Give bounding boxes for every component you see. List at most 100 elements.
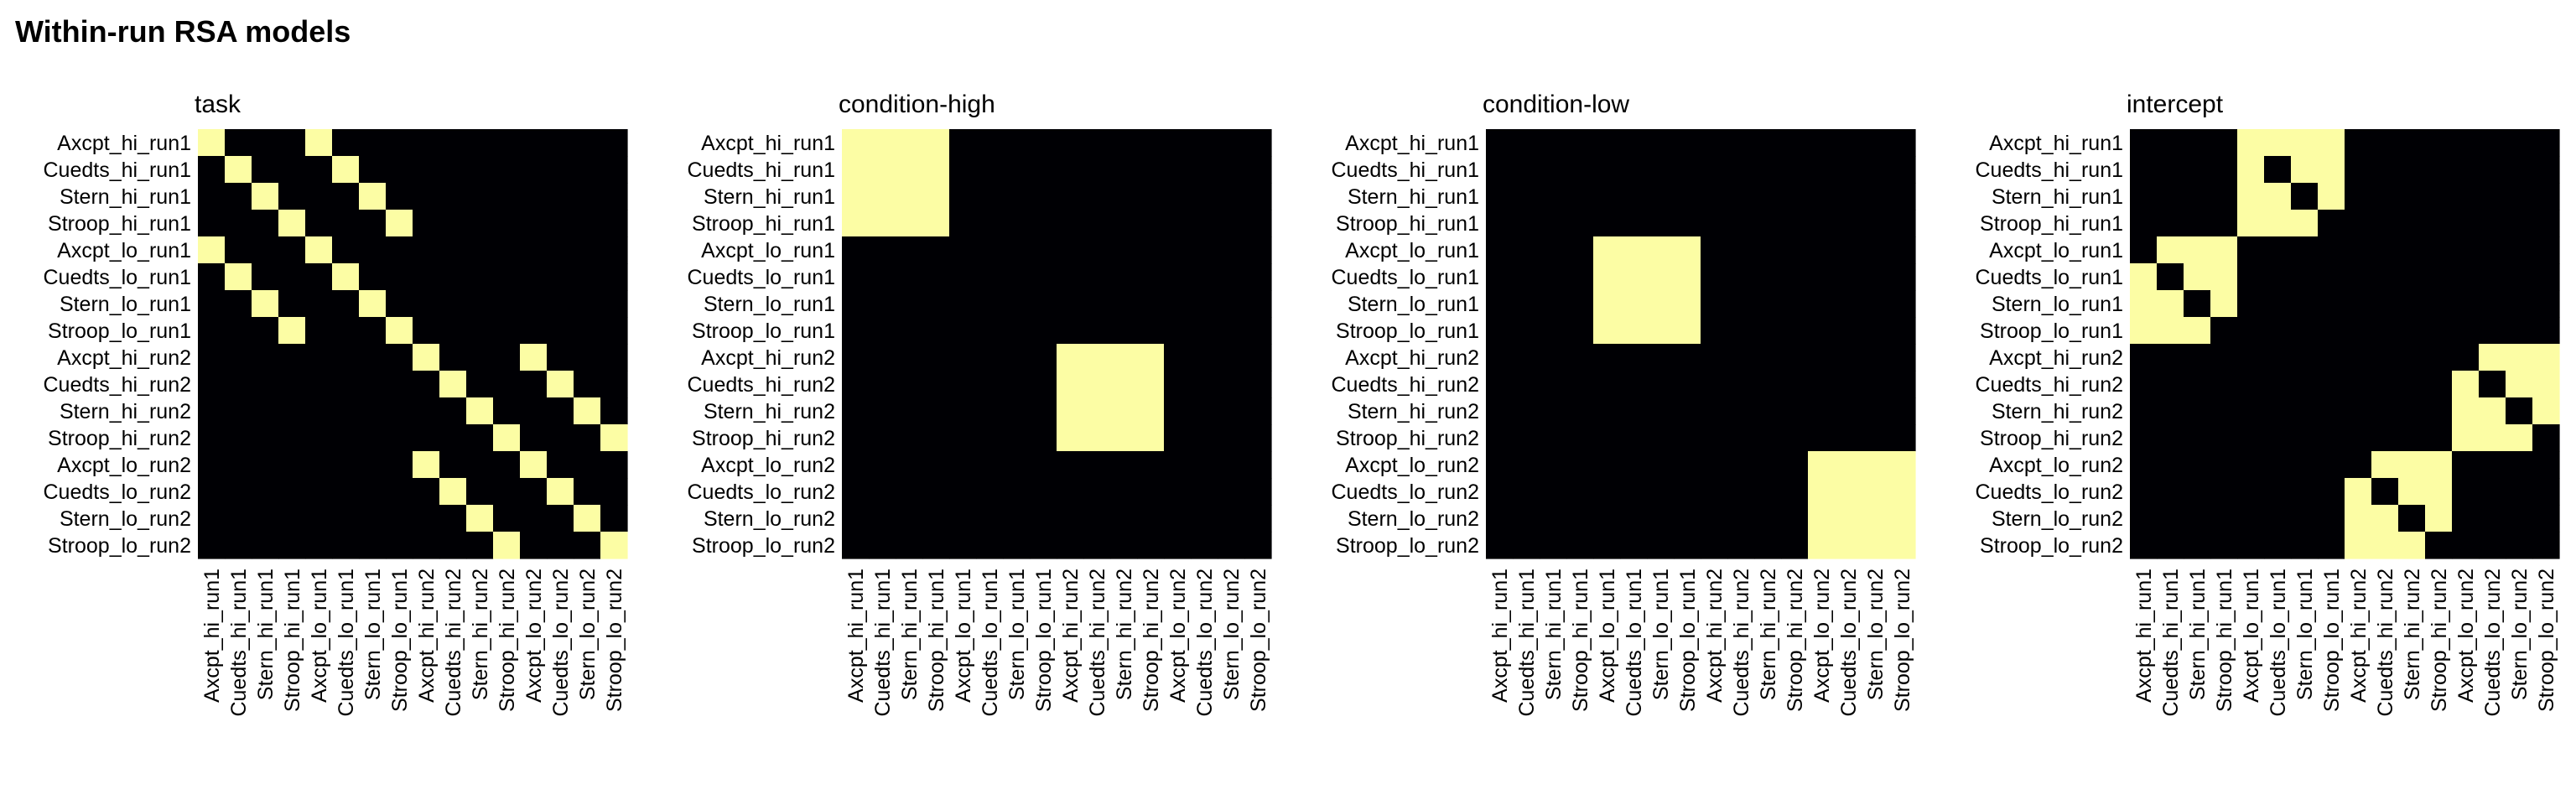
- heatmap-cell: [2452, 505, 2480, 532]
- heatmap-cell: [1754, 317, 1782, 345]
- x-tick-label: Axcpt_hi_run2: [2347, 569, 2371, 703]
- heatmap-cell: [332, 290, 360, 318]
- heatmap-cell: [2452, 451, 2480, 479]
- heatmap-cell: [520, 478, 548, 506]
- heatmap-cell: [278, 236, 306, 264]
- heatmap-cell: [1137, 156, 1165, 184]
- heatmap-cell: [1862, 451, 1889, 479]
- heatmap-cell: [1003, 451, 1031, 479]
- heatmap-cell: [2425, 344, 2453, 371]
- heatmap-cell: [1137, 263, 1165, 291]
- heatmap-cell: [1647, 505, 1675, 532]
- heatmap-cell: [278, 344, 306, 371]
- heatmap-cell: [305, 210, 333, 237]
- heatmap-cell: [2237, 344, 2265, 371]
- heatmap-cell: [332, 397, 360, 425]
- heatmap-cell: [922, 263, 950, 291]
- y-tick-label: Cuedts_hi_run2: [43, 373, 191, 397]
- heatmap-cell: [547, 451, 574, 479]
- heatmap-cell: [1218, 371, 1245, 398]
- heatmap-cell: [2532, 397, 2560, 425]
- heatmap-cell: [2130, 317, 2158, 345]
- heatmap-cell: [198, 263, 226, 291]
- heatmap-cell: [1620, 263, 1648, 291]
- heatmap-cell: [1835, 317, 1862, 345]
- heatmap-cell: [278, 371, 306, 398]
- heatmap-cell: [1566, 344, 1594, 371]
- heatmap-cell: [386, 344, 413, 371]
- heatmap-cell: [1486, 290, 1514, 318]
- heatmap-cell: [896, 424, 923, 452]
- heatmap-cell: [305, 451, 333, 479]
- heatmap-cell: [1137, 424, 1165, 452]
- heatmap-cell: [1647, 263, 1675, 291]
- heatmap-cell: [2452, 156, 2480, 184]
- heatmap-cell: [2291, 156, 2319, 184]
- heatmap-cell: [413, 451, 440, 479]
- heatmap-cell: [1566, 290, 1594, 318]
- heatmap-cell: [1218, 397, 1245, 425]
- x-tick-label: Axcpt_hi_run2: [1703, 569, 1727, 703]
- heatmap-cell: [1191, 371, 1218, 398]
- heatmap-cell: [1486, 210, 1514, 237]
- heatmap-cell: [1862, 183, 1889, 210]
- heatmap-cell: [1727, 236, 1755, 264]
- heatmap-cell: [1083, 236, 1111, 264]
- heatmap-cell: [2210, 290, 2238, 318]
- heatmap-cell: [1808, 344, 1836, 371]
- heatmap-cell: [547, 290, 574, 318]
- heatmap-cell: [1593, 290, 1621, 318]
- x-tick-label: Stern_lo_run1: [2293, 569, 2317, 700]
- heatmap-cell: [1083, 478, 1111, 506]
- heatmap-cell: [1620, 183, 1648, 210]
- heatmap-cell: [2345, 478, 2372, 506]
- x-tick-label: Axcpt_lo_run2: [522, 569, 546, 703]
- heatmap-cell: [1218, 236, 1245, 264]
- heatmap-cell: [896, 317, 923, 345]
- heatmap-cell: [1110, 371, 1138, 398]
- y-tick-label: Stern_lo_run2: [60, 507, 191, 531]
- heatmap-cell: [386, 451, 413, 479]
- heatmap-cell: [869, 263, 896, 291]
- heatmap-cell: [439, 210, 467, 237]
- heatmap-cell: [1566, 236, 1594, 264]
- heatmap-cell: [386, 236, 413, 264]
- heatmap-cell: [198, 478, 226, 506]
- heatmap-cell: [1083, 210, 1111, 237]
- heatmap-cell: [1888, 478, 1916, 506]
- heatmap-cell: [2237, 263, 2265, 291]
- x-tick-label: Stern_hi_run1: [898, 569, 922, 700]
- heatmap-cell: [2452, 344, 2480, 371]
- heatmap-cell: [1593, 505, 1621, 532]
- heatmap-cell: [2479, 397, 2506, 425]
- heatmap-cell: [1191, 290, 1218, 318]
- heatmap-cell: [305, 236, 333, 264]
- heatmap-cell: [2398, 451, 2426, 479]
- heatmap-cell: [1888, 263, 1916, 291]
- heatmap-cell: [869, 183, 896, 210]
- heatmap-cell: [1164, 236, 1192, 264]
- heatmap-cell: [1701, 236, 1728, 264]
- heatmap-cell: [2398, 505, 2426, 532]
- heatmap-cell: [1566, 424, 1594, 452]
- heatmap-cell: [493, 317, 521, 345]
- heatmap-cell: [1647, 478, 1675, 506]
- heatmap-cell: [2532, 532, 2560, 559]
- heatmap-cell: [2398, 263, 2426, 291]
- heatmap-cell: [1808, 129, 1836, 157]
- heatmap-cell: [1083, 344, 1111, 371]
- heatmap-cell: [1057, 344, 1084, 371]
- x-tick-label: Stroop_lo_run2: [1247, 569, 1270, 712]
- heatmap-cell: [842, 317, 870, 345]
- heatmap-cell: [1030, 344, 1057, 371]
- heatmap-cell: [1057, 129, 1084, 157]
- heatmap-cell: [413, 317, 440, 345]
- heatmap-cell: [574, 344, 601, 371]
- heatmap-cell: [869, 317, 896, 345]
- heatmap-cell: [1835, 129, 1862, 157]
- heatmap-cell: [2452, 236, 2480, 264]
- heatmap-cell: [2371, 478, 2399, 506]
- heatmap-cell: [252, 344, 279, 371]
- heatmap-cell: [1137, 371, 1165, 398]
- x-tick-label: Stern_lo_run1: [361, 569, 385, 700]
